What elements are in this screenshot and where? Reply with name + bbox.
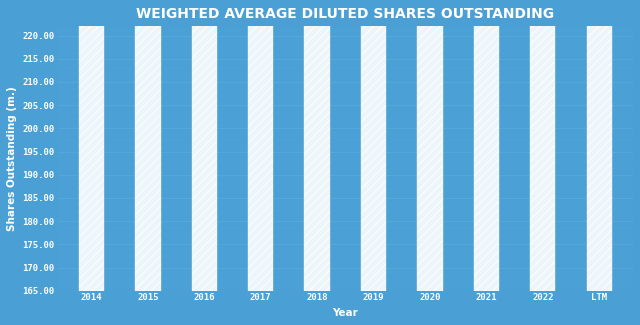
Y-axis label: Shares Outstanding (m.): Shares Outstanding (m.) xyxy=(7,86,17,231)
Bar xyxy=(79,0,104,291)
Bar xyxy=(191,0,217,291)
Bar xyxy=(248,0,273,291)
X-axis label: Year: Year xyxy=(332,308,358,318)
Bar xyxy=(305,0,330,291)
Title: WEIGHTED AVERAGE DILUTED SHARES OUTSTANDING: WEIGHTED AVERAGE DILUTED SHARES OUTSTAND… xyxy=(136,7,554,21)
Bar xyxy=(530,0,556,291)
Bar xyxy=(586,0,612,291)
Bar xyxy=(135,0,161,291)
Bar xyxy=(361,0,386,291)
Bar xyxy=(474,0,499,291)
Bar xyxy=(417,0,443,291)
